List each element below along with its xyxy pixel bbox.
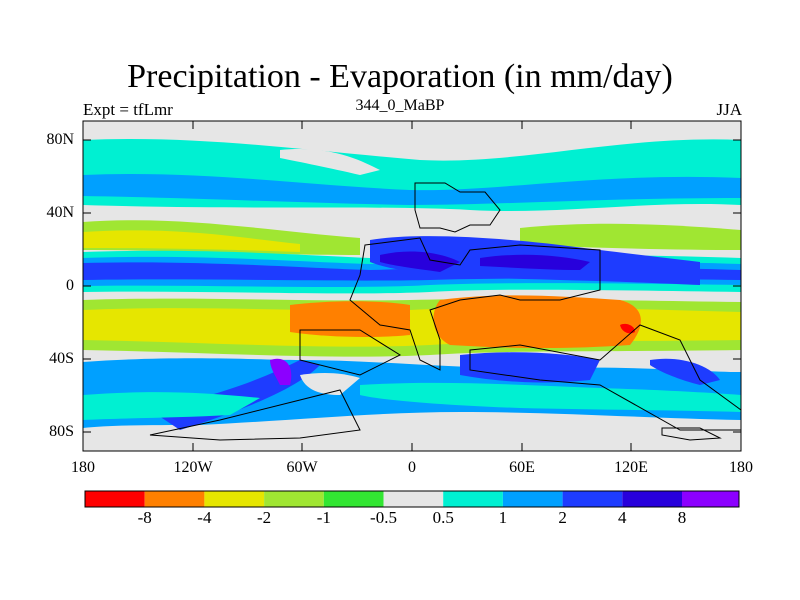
colorbar-swatch-8 [562,491,623,507]
colorbar-swatch-3 [264,491,324,507]
colorbar-label-7: 2 [558,508,567,527]
colorbar-swatch-10 [682,491,739,507]
colorbar-label-5: 0.5 [432,508,454,527]
colorbar-swatch-4 [323,491,384,507]
colorbar-swatch-2 [204,491,265,507]
colorbar-swatch-7 [502,491,563,507]
colorbar-label-4: -0.5 [370,508,397,527]
colorbar-swatch-0 [85,491,145,507]
lon-label-120w: 120W [173,459,213,476]
lon-label-180e: 180 [729,459,753,476]
lon-label-0: 0 [408,459,416,476]
lat-label-0: 0 [66,277,74,294]
map-field [83,121,741,451]
colorbar-label-9: 8 [677,508,687,527]
colorbar [84,490,740,508]
lon-label-120e: 120E [614,459,648,476]
lat-label-40n: 40N [46,204,74,221]
plot-title: Precipitation - Evaporation (in mm/day) [127,58,673,95]
lat-label-80s: 80S [49,423,74,440]
colorbar-swatch-1 [144,491,205,507]
colorbar-label-3: -1 [316,508,331,527]
axis-ticks [82,121,741,451]
colorbar-label-8: 4 [618,508,627,527]
colorbar-swatch-5 [383,491,444,507]
experiment-label: Expt = tfLmr [83,100,173,119]
colorbar-label-1: -4 [197,508,212,527]
colorbar-swatch-6 [443,491,503,507]
lat-label-80n: 80N [46,131,74,148]
lon-label-180w: 180 [71,459,95,476]
colorbar-swatch-9 [622,491,682,507]
lon-label-60w: 60W [286,459,318,476]
colorbar-label-2: -2 [257,508,272,527]
lat-label-40s: 40S [49,350,74,367]
time-label: 344_0_MaBP [355,97,445,114]
colorbar-label-0: -8 [137,508,152,527]
colorbar-label-6: 1 [498,508,508,527]
season-label: JJA [716,100,742,119]
lon-label-60e: 60E [509,459,535,476]
